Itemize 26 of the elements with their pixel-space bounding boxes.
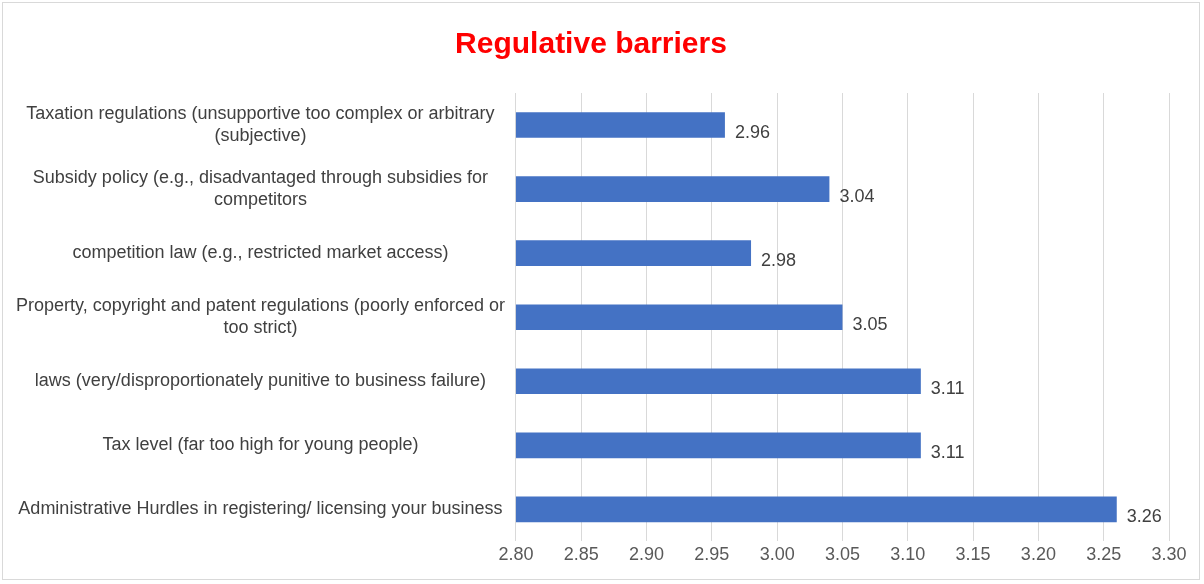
chart-title: Regulative barriers [455,26,727,60]
y-tick-label: Subsidy policy (e.g., disadvantaged through subsidies for competitors [32,167,489,209]
x-tick-label: 3.25 [1086,544,1122,565]
x-tick-label: 3.20 [1020,544,1056,565]
x-tick-label: 2.95 [694,544,730,565]
data-label: 3.04 [839,186,875,207]
data-label: 3.05 [852,314,888,335]
x-tick-label: 3.05 [824,544,860,565]
x-tick-label: 3.00 [759,544,795,565]
x-tick-label: 2.85 [563,544,599,565]
data-label: 2.96 [734,122,770,142]
x-tick-label: 3.15 [955,544,991,565]
x-tick-label: 2.90 [629,544,665,565]
y-tick-label: laws (very/disproportionately punitive to business failure) [34,370,487,391]
data-label: 2.98 [761,250,797,271]
y-tick-label: Administrative Hurdles in registering/ licensing your business [18,498,503,519]
y-tick-label: Tax level (far too high for young people) [102,434,419,455]
x-tick-label: 3.10 [890,544,926,565]
data-label: 3.11 [930,378,965,399]
x-tick-label: 2.80 [498,544,534,565]
x-tick-label: 3.30 [1151,544,1187,565]
y-tick-label: Taxation regulations (unsupportive too complex or arbitrary (subjective) [26,103,495,145]
y-tick-label: competition law (e.g., restricted market access) [72,242,449,263]
data-label: 3.11 [930,442,965,463]
data-label: 3.26 [1126,506,1162,527]
y-tick-label: Property, copyright and patent regulations (poorly enforced or too strict) [16,295,505,337]
